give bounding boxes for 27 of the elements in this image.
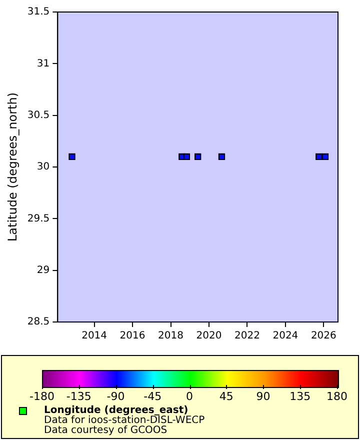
y-tick-label: 28.5 bbox=[27, 316, 50, 328]
color-bar-title: Longitude (degrees_east) bbox=[44, 405, 188, 416]
text: Data courtesy of GCOOS bbox=[44, 425, 168, 436]
x-tick-label: 2022 bbox=[234, 330, 260, 342]
color-bar-label: -90 bbox=[106, 390, 125, 403]
color-bar-label: 45 bbox=[219, 390, 234, 403]
color-bar-label: -45 bbox=[144, 390, 162, 403]
x-tick-label: 2024 bbox=[272, 330, 298, 342]
y-tick-label: 29 bbox=[36, 264, 50, 276]
color-bar-label: -180 bbox=[30, 390, 54, 403]
y-tick-label: 29.5 bbox=[27, 213, 50, 224]
y-tick-label: 30.5 bbox=[27, 110, 50, 121]
y-tick-label: 31.5 bbox=[27, 6, 50, 18]
color-bar-label: -135 bbox=[66, 390, 92, 403]
y-axis-title: Latitude (degrees_north) bbox=[5, 92, 20, 242]
color-bar-label: 90 bbox=[256, 390, 270, 403]
x-tick-label: 2026 bbox=[310, 330, 336, 342]
x-tick-label: 2020 bbox=[196, 330, 222, 342]
color-bar-label: 180 bbox=[326, 390, 348, 403]
y-tick-label: 30 bbox=[36, 162, 50, 173]
text: Data for ioos-station-DISL-WECP bbox=[44, 415, 205, 426]
x-tick-label: 2014 bbox=[82, 330, 108, 342]
y-tick-label: 31 bbox=[36, 58, 50, 70]
color-bar-label: 0 bbox=[186, 390, 193, 403]
color-bar-label: 135 bbox=[290, 390, 311, 403]
x-tick-label: 2018 bbox=[158, 330, 184, 342]
x-tick-label: 2016 bbox=[120, 330, 146, 342]
